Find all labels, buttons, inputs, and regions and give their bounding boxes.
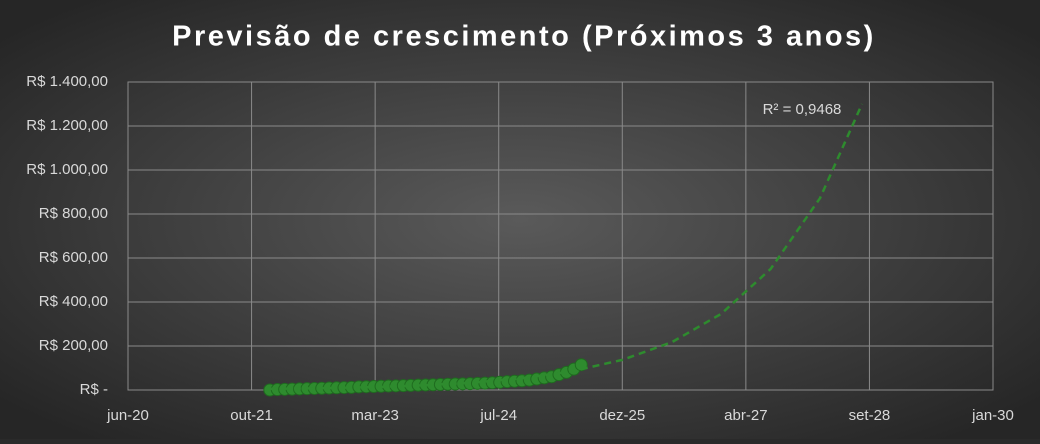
y-tick-label: R$ 1.000,00 [26,161,108,178]
x-tick-label: abr-27 [724,407,767,424]
plot-border [127,81,994,391]
trendline [269,103,864,391]
x-tick-label: jul-24 [479,407,517,424]
y-tick-label: R$ - [80,381,108,398]
x-tick-label: mar-23 [351,407,399,424]
y-tick-label: R$ 200,00 [39,337,108,354]
y-tick-label: R$ 400,00 [39,293,108,310]
chart-title: Previsão de crescimento (Próximos 3 anos… [172,21,876,53]
y-tick-label: R$ 1.400,00 [26,73,108,90]
y-tick-label: R$ 600,00 [39,249,108,266]
y-tick-label: R$ 1.200,00 [26,117,108,134]
y-tick-label: R$ 800,00 [39,205,108,222]
x-tick-label: out-21 [230,407,273,424]
x-tick-label: jan-30 [971,407,1014,424]
x-tick-label: dez-25 [599,407,645,424]
x-tick-label: set-28 [849,407,891,424]
x-tick-label: jun-20 [106,407,149,424]
annotation: R² = 0,9468 [763,101,842,118]
